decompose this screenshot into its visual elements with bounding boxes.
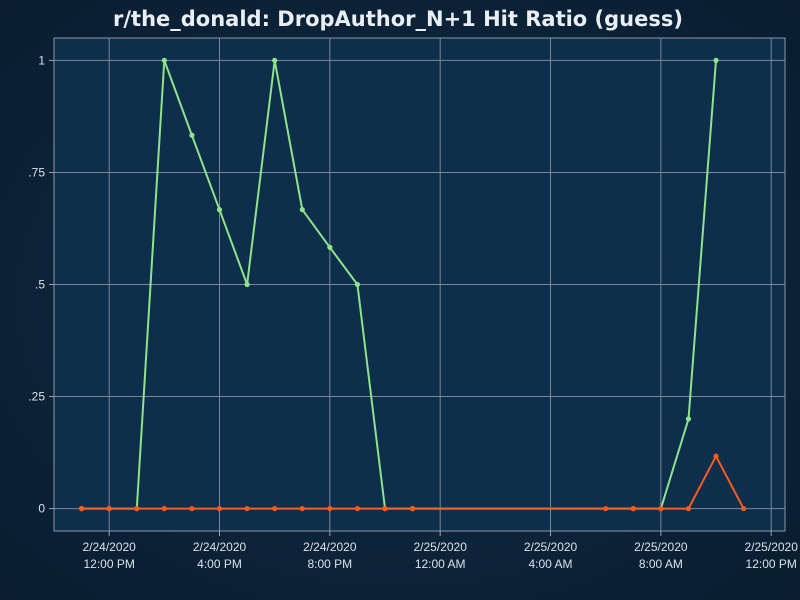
series-2-point xyxy=(189,505,195,512)
grid-lines xyxy=(54,38,785,531)
series-2-point xyxy=(327,505,333,512)
x-tick-label-date: 2/25/2020 xyxy=(413,540,467,554)
x-tick-label-time: 8:00 AM xyxy=(639,557,683,571)
axis-ticks: 0 .25 .5 .75 1 2/24/2020 12:00 PM 2/24/2020 4:00… xyxy=(28,53,798,571)
x-tick-label-date: 2/24/2020 xyxy=(303,540,357,554)
series-2-point xyxy=(134,505,140,512)
series-1-point xyxy=(189,132,195,138)
series-2-point xyxy=(161,505,167,512)
series-2-point xyxy=(382,505,388,512)
x-tick-label-date: 2/25/2020 xyxy=(745,540,799,554)
y-tick-label: .75 xyxy=(28,165,45,179)
series-2-point xyxy=(299,505,305,512)
x-tick-label-time: 4:00 PM xyxy=(197,557,242,571)
x-tick-label-time: 4:00 AM xyxy=(529,557,573,571)
x-tick-label-date: 2/24/2020 xyxy=(193,540,247,554)
series-1-point xyxy=(161,57,167,64)
x-tick-label-time: 12:00 PM xyxy=(83,557,134,571)
series-1-point xyxy=(216,207,223,213)
series-2-point xyxy=(630,505,636,512)
series-1-point xyxy=(299,207,305,213)
x-tick-label-date: 2/24/2020 xyxy=(82,540,136,554)
y-tick-label: .25 xyxy=(28,390,45,404)
series-group xyxy=(78,57,747,512)
series-2-point xyxy=(216,505,223,512)
x-tick-label-date: 2/25/2020 xyxy=(634,540,688,554)
series-2-point xyxy=(741,505,747,512)
series-2-point xyxy=(685,505,692,512)
chart-title: r/the_donald: DropAuthor_N+1 Hit Ratio (… xyxy=(113,7,683,31)
y-tick-label: 1 xyxy=(38,53,45,67)
series-1-point xyxy=(244,281,250,288)
series-2-point xyxy=(603,505,609,512)
y-tick-label: .5 xyxy=(35,278,45,292)
y-tick-label: 0 xyxy=(38,502,45,516)
series-2-point xyxy=(78,505,85,512)
series-1-point xyxy=(685,416,692,422)
series-2-point xyxy=(272,505,278,512)
series-1-point xyxy=(713,57,719,64)
x-tick-label-date: 2/25/2020 xyxy=(524,540,578,554)
series-2-point xyxy=(354,505,361,512)
x-tick-label-time: 12:00 AM xyxy=(415,557,466,571)
series-2-point xyxy=(244,505,250,512)
x-tick-label-time: 8:00 PM xyxy=(307,557,352,571)
series-1-point xyxy=(272,57,278,64)
x-tick-label-time: 12:00 PM xyxy=(746,557,797,571)
series-2-point xyxy=(410,505,416,512)
series-2-point xyxy=(106,505,112,512)
series-1-point xyxy=(354,281,361,288)
series-2-point xyxy=(658,505,664,512)
series-2-point xyxy=(713,453,719,459)
series-1-point xyxy=(327,244,333,250)
